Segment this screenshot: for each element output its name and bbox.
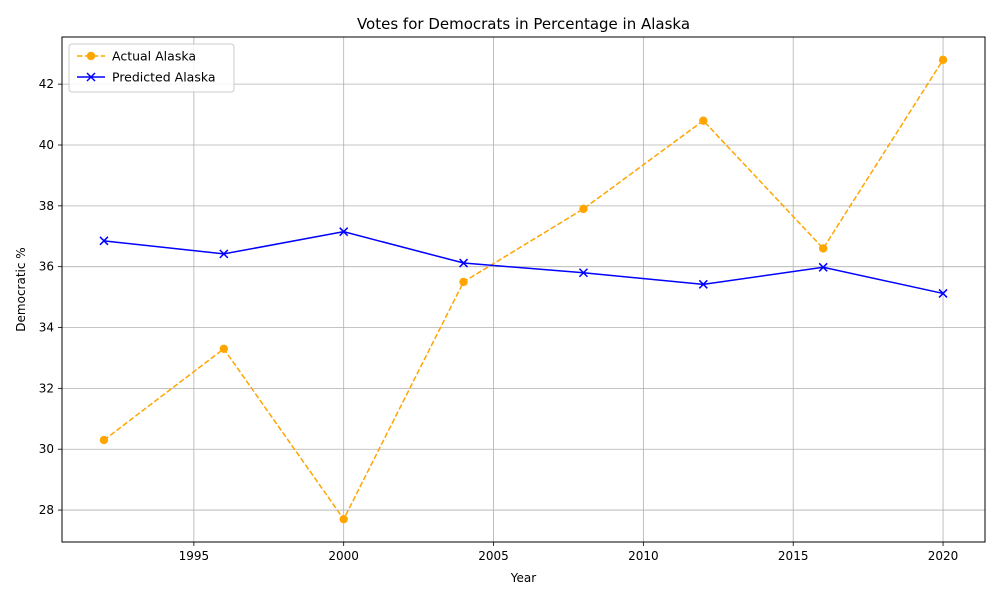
data-point	[818, 262, 828, 272]
legend-label: Predicted Alaska	[112, 70, 216, 85]
y-tick-label: 36	[39, 260, 54, 274]
data-point	[219, 249, 229, 259]
grid	[62, 37, 985, 542]
y-tick-label: 30	[39, 442, 54, 456]
data-point	[459, 258, 469, 268]
legend-item-0: Actual Alaska	[77, 49, 196, 64]
y-tick-label: 34	[39, 321, 54, 335]
x-tick-label: 2010	[628, 549, 659, 563]
plot-frame	[61, 36, 986, 543]
legend: Actual Alaska Predicted Alaska	[68, 43, 235, 93]
data-point	[699, 116, 708, 125]
series-0	[99, 55, 948, 524]
data-point	[339, 514, 348, 524]
legend-box	[68, 43, 235, 93]
x-tick-label: 2015	[778, 549, 809, 563]
chart-title: Votes for Democrats in Percentage in Ala…	[357, 15, 690, 33]
axis-ticks: 1995 2000 2005 2010 2015 2020 28 30 32 34 36 38 40 42	[39, 77, 959, 563]
data-point	[219, 344, 229, 354]
data-point	[698, 279, 708, 289]
y-tick-label: 28	[39, 503, 54, 517]
data-point	[818, 244, 828, 253]
series-1	[99, 227, 948, 298]
y-tick-label: 32	[39, 381, 54, 395]
x-tick-label: 2005	[478, 549, 509, 563]
legend-marker	[86, 72, 96, 82]
legend-marker	[86, 51, 96, 61]
data-point	[459, 277, 468, 287]
series-layer	[99, 55, 948, 524]
data-point	[579, 204, 588, 214]
series-line	[103, 59, 944, 521]
data-point	[938, 55, 948, 65]
legend-item-1: Predicted Alaska	[77, 70, 216, 85]
data-point	[578, 268, 588, 278]
data-point	[938, 288, 948, 298]
y-tick-label: 42	[39, 77, 54, 91]
x-tick-label: 2020	[928, 549, 959, 563]
y-tick-label: 40	[39, 138, 54, 152]
data-point	[339, 227, 349, 237]
data-point	[99, 236, 109, 246]
y-tick-label: 38	[39, 199, 54, 213]
x-tick-label: 2000	[328, 549, 359, 563]
x-axis-label: Year	[510, 571, 536, 585]
data-point	[99, 435, 109, 445]
legend-label: Actual Alaska	[112, 49, 196, 64]
y-axis-label: Democratic %	[14, 247, 28, 331]
x-tick-label: 1995	[179, 549, 210, 563]
series-line	[103, 230, 944, 295]
